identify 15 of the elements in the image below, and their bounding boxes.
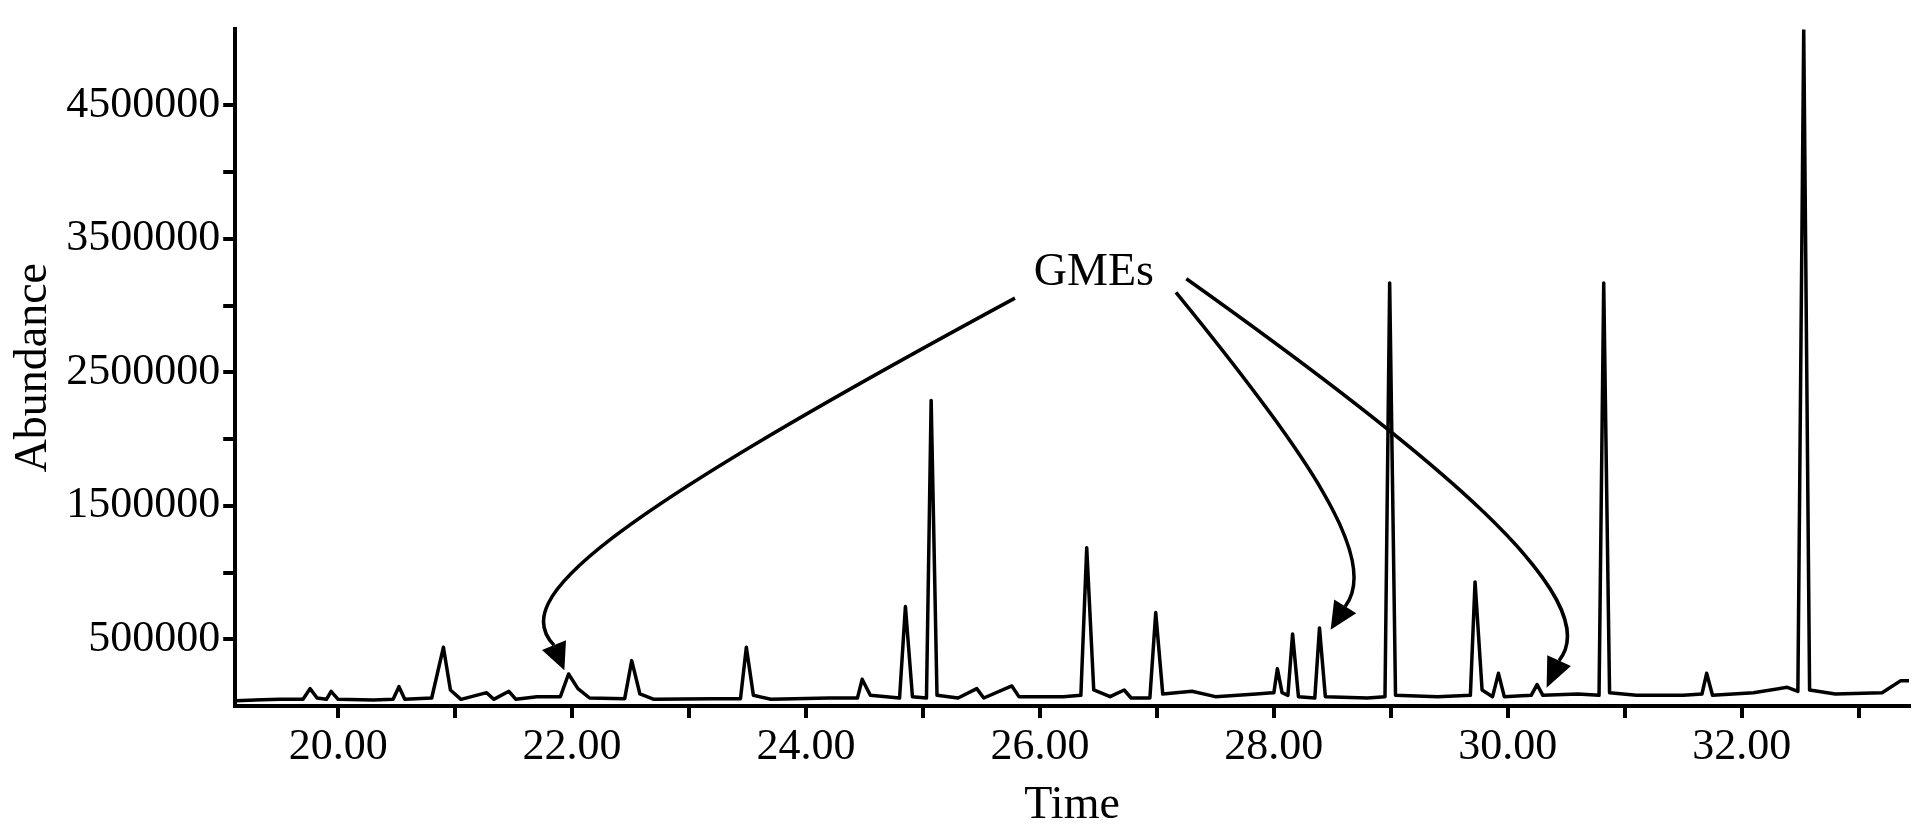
y-tick-label: 4500000 <box>66 78 221 128</box>
x-tick-label: 22.00 <box>522 719 622 769</box>
x-tick-label: 24.00 <box>756 719 856 769</box>
y-tick-label: 1500000 <box>66 478 221 528</box>
x-axis-title: Time <box>1024 777 1120 829</box>
x-tick-label: 32.00 <box>1692 719 1792 769</box>
y-axis-title: Abundance <box>4 262 56 473</box>
annotation: GMEs <box>1033 244 1154 296</box>
x-tick-label: 20.00 <box>288 719 388 769</box>
y-tick-label: 2500000 <box>66 344 221 394</box>
x-tick-label: 26.00 <box>990 719 1090 769</box>
y-tick-label: 3500000 <box>66 211 221 261</box>
x-tick-label: 30.00 <box>1458 719 1558 769</box>
x-tick-label: 28.00 <box>1224 719 1324 769</box>
y-tick-label: 500000 <box>88 611 221 661</box>
